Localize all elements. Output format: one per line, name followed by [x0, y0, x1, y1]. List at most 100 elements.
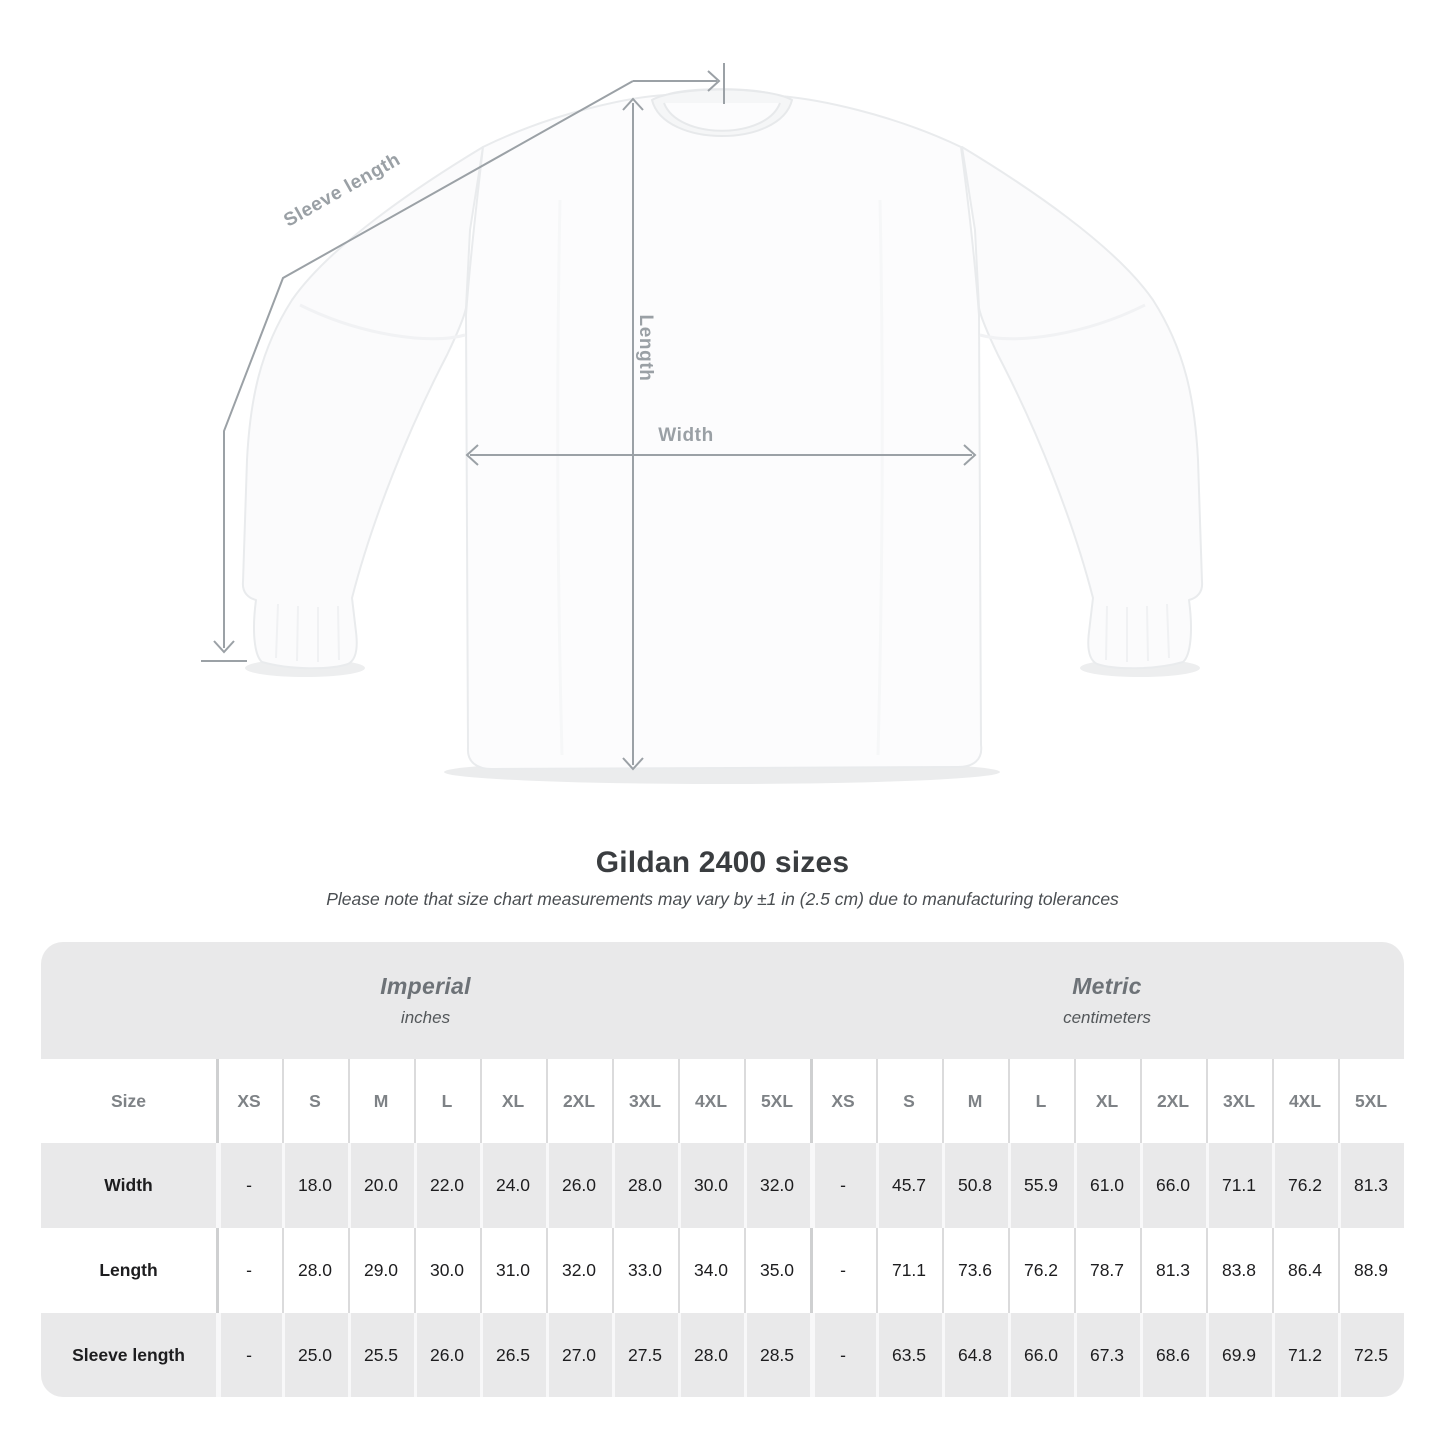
measurement-value-cell: 18.0: [282, 1143, 348, 1228]
tolerance-note: Please note that size chart measurements…: [326, 889, 1119, 909]
sleeve-length-down-arrow-icon: [213, 640, 235, 654]
shirt-creases: [275, 199, 1170, 756]
measurement-value-cell: 61.0: [1074, 1143, 1140, 1228]
shirt-diagram-svg: Sleeve length Length Width: [201, 63, 1204, 784]
measurement-value-cell: 29.0: [348, 1228, 414, 1313]
measurement-row-label: Length: [41, 1228, 216, 1313]
metric-unit-header: Metric centimeters: [810, 942, 1404, 1059]
measurement-value-cell: 22.0: [414, 1143, 480, 1228]
sleeve-length-right-arrow-icon: [707, 70, 721, 92]
measurement-value-cell: 28.0: [282, 1228, 348, 1313]
measurement-value-cell: 28.0: [678, 1313, 744, 1397]
measurement-value-cell: -: [216, 1228, 282, 1313]
unit-band: Imperial inches Metric centimeters: [41, 942, 1404, 1059]
measurement-value-cell: 66.0: [1008, 1313, 1074, 1397]
measurement-value-cell: 83.8: [1206, 1228, 1272, 1313]
size-table: Size XS S M L XL 2XL 3XL 4XL 5XL XS S M L XL 2XL 3XL 4XL 5…: [41, 1059, 1404, 1397]
measurement-value-cell: 30.0: [678, 1143, 744, 1228]
measurement-value-cell: 72.5: [1338, 1313, 1404, 1397]
metric-unit-label: centimeters: [1063, 1008, 1151, 1027]
measurement-value-cell: 69.9: [1206, 1313, 1272, 1397]
size-chart-table-card: Imperial inches Metric centimeters Size X…: [41, 942, 1404, 1397]
shirt-left-sleeve: [241, 146, 484, 670]
measurement-value-cell: 76.2: [1272, 1143, 1338, 1228]
measurement-value-cell: 64.8: [942, 1313, 1008, 1397]
sleeve-length-measure: [201, 63, 725, 662]
metric-label: Metric: [1072, 973, 1142, 999]
width-label: Width: [658, 425, 714, 446]
measurement-row-label: Width: [104, 1175, 153, 1195]
measurement-value-cell: 81.3: [1140, 1228, 1206, 1313]
measurement-value-cell: 34.0: [678, 1228, 744, 1313]
imperial-unit-header: Imperial inches: [41, 942, 810, 1059]
imperial-label: Imperial: [380, 973, 471, 999]
shirt-body: [465, 88, 983, 770]
measurement-value-cell: 45.7: [876, 1143, 942, 1228]
measurement-value-cell: 24.0: [480, 1143, 546, 1228]
size-header-cell: 2XL: [1140, 1059, 1206, 1143]
measurement-value-cell: 88.9: [1338, 1228, 1404, 1313]
sleeve-length-diagonal-line: [223, 80, 634, 648]
measurement-value-cell: 26.0: [414, 1313, 480, 1397]
size-header-row: Size XS S M L XL 2XL 3XL 4XL 5XL XS S M L XL 2XL 3XL 4XL 5…: [41, 1059, 1404, 1143]
width-measure: [465, 444, 977, 466]
size-header-cell: XL: [1074, 1059, 1140, 1143]
size-header-cell: 5XL: [744, 1059, 810, 1143]
measurement-value-cell: 66.0: [1140, 1143, 1206, 1228]
measurement-row-label: Sleeve length: [72, 1345, 185, 1365]
width-left-arrow-icon: [465, 444, 479, 466]
size-header-cell: XS: [810, 1059, 876, 1143]
size-header-cell: M: [348, 1059, 414, 1143]
measurement-value-cell: 25.0: [282, 1313, 348, 1397]
measurement-row: Length -28.0 29.0 30.0 31.0 32.0 33.0 34.0 35.0-…: [41, 1228, 1404, 1313]
measurement-value-cell: 71.1: [876, 1228, 942, 1313]
shirt-diagram: Sleeve length Length Width: [201, 63, 1204, 784]
page-title: Gildan 2400 sizes: [595, 846, 850, 879]
shirt-collar: [650, 88, 794, 137]
measurement-value-cell: 32.0: [546, 1228, 612, 1313]
size-header-cell: 4XL: [1272, 1059, 1338, 1143]
size-header-cell: L: [414, 1059, 480, 1143]
measurement-value-cell: 33.0: [612, 1228, 678, 1313]
measurement-value-cell: -: [216, 1313, 282, 1397]
measurement-value-cell: 27.5: [612, 1313, 678, 1397]
measurement-value-cell: 50.8: [942, 1143, 1008, 1228]
length-measure: [622, 97, 644, 771]
width-right-arrow-icon: [963, 444, 977, 466]
measurement-value-cell: 76.2: [1008, 1228, 1074, 1313]
measurement-value-cell: 28.0: [612, 1143, 678, 1228]
measurement-value-cell: 20.0: [348, 1143, 414, 1228]
size-header-cell: 2XL: [546, 1059, 612, 1143]
size-header-cell: XS: [216, 1059, 282, 1143]
shirt-right-sleeve: [961, 146, 1204, 670]
size-header-cell: L: [1008, 1059, 1074, 1143]
size-header-cell: S: [876, 1059, 942, 1143]
measurement-value-cell: 26.0: [546, 1143, 612, 1228]
measurement-value-cell: 28.5: [744, 1313, 810, 1397]
measurement-row: Sleeve length -25.0 25.5 26.0 26.5 27.0 27.5 28…: [41, 1313, 1404, 1397]
measurement-value-cell: 73.6: [942, 1228, 1008, 1313]
size-header-cell: M: [942, 1059, 1008, 1143]
length-down-arrow-icon: [622, 757, 644, 771]
measurement-value-cell: -: [810, 1143, 876, 1228]
size-header-cell: 4XL: [678, 1059, 744, 1143]
size-column-header: Size: [41, 1059, 216, 1143]
measurement-value-cell: 27.0: [546, 1313, 612, 1397]
measurement-value-cell: 71.2: [1272, 1313, 1338, 1397]
length-up-arrow-icon: [622, 97, 644, 111]
measurement-value-cell: 78.7: [1074, 1228, 1140, 1313]
size-header-cell: XL: [480, 1059, 546, 1143]
measurement-value-cell: 86.4: [1272, 1228, 1338, 1313]
size-header-cell: 3XL: [1206, 1059, 1272, 1143]
measurement-value-cell: 67.3: [1074, 1313, 1140, 1397]
measurement-value-cell: 81.3: [1338, 1143, 1404, 1228]
measurement-value-cell: 26.5: [480, 1313, 546, 1397]
measurement-value-cell: -: [216, 1143, 282, 1228]
measurement-value-cell: -: [810, 1228, 876, 1313]
measurement-value-cell: 55.9: [1008, 1143, 1074, 1228]
measurement-value-cell: 32.0: [744, 1143, 810, 1228]
measurement-value-cell: 35.0: [744, 1228, 810, 1313]
size-header-cell: S: [282, 1059, 348, 1143]
measurement-row: Width -18.0 20.0 22.0 24.0 26.0 28.0 30.0 32.0-4…: [41, 1143, 1404, 1228]
